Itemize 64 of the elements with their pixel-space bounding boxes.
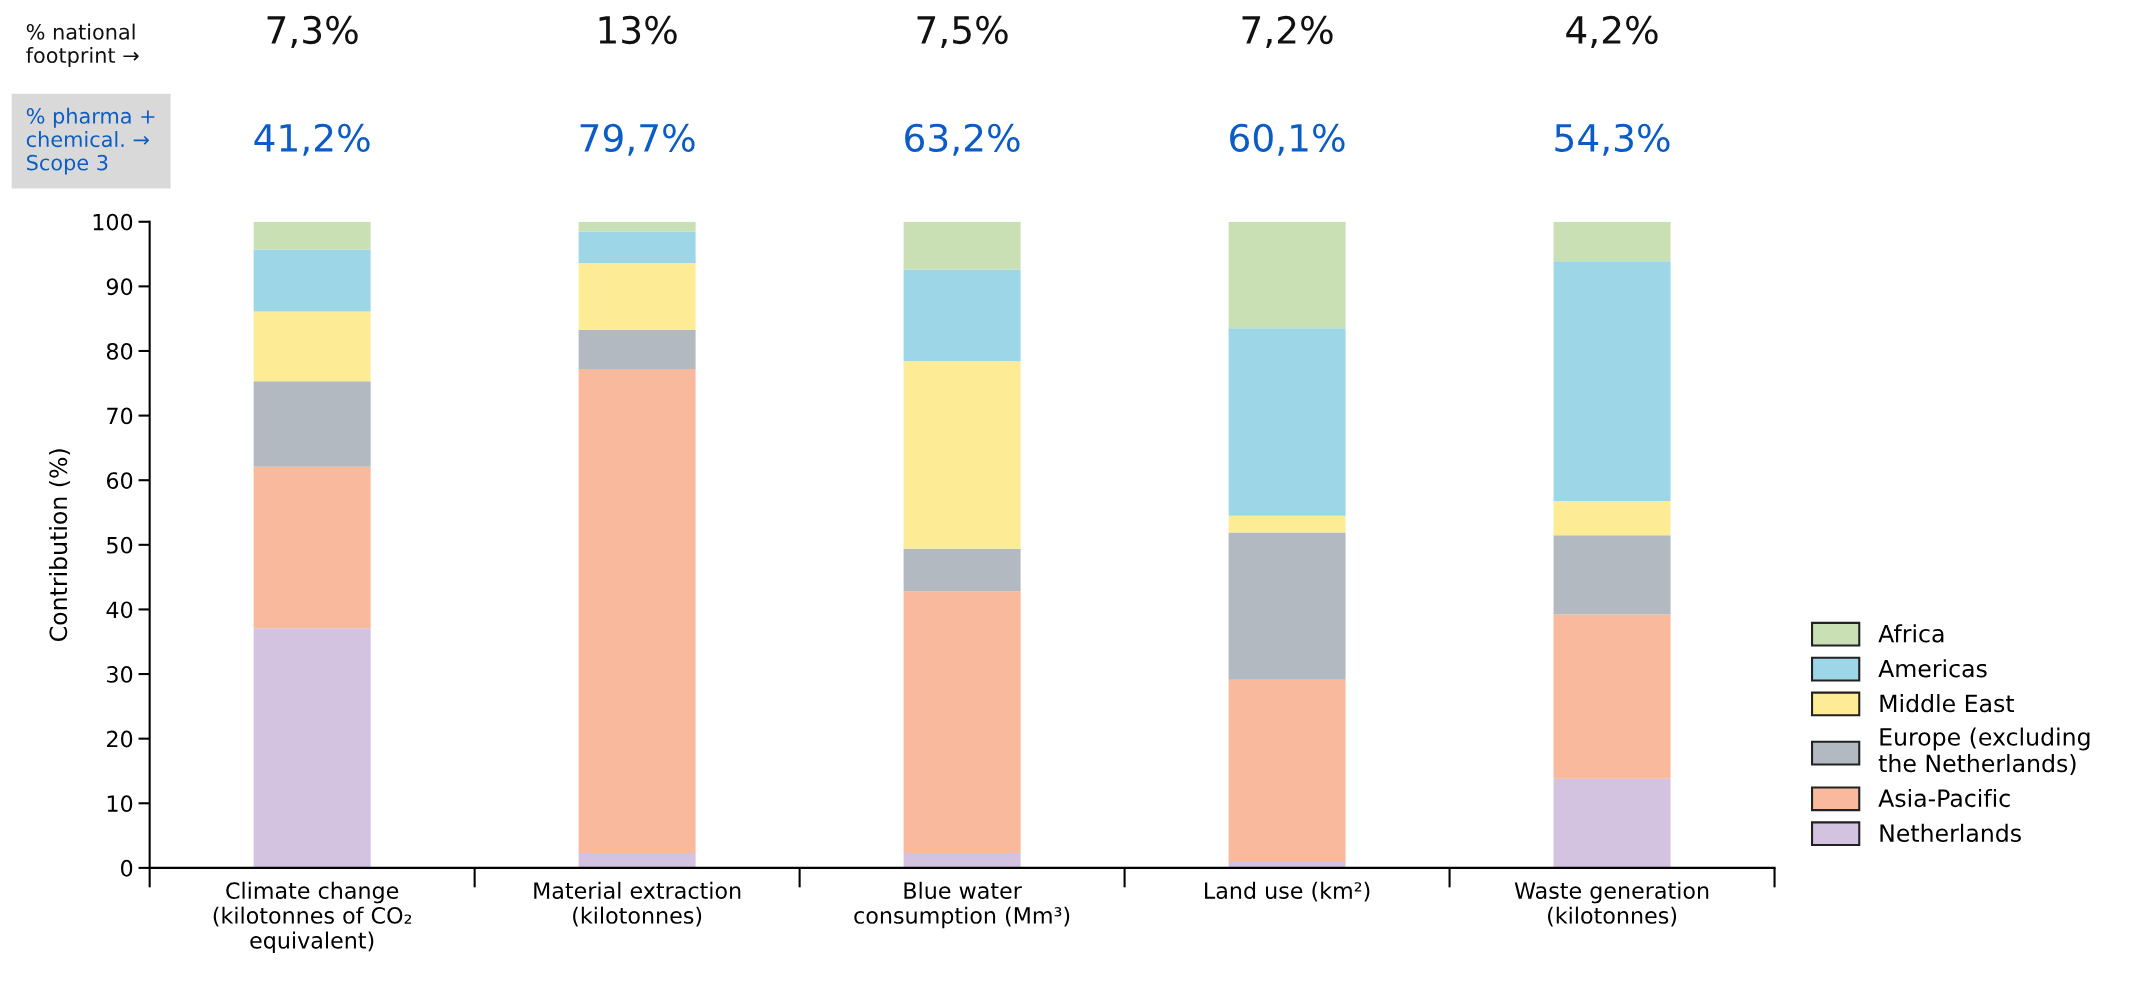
y-tick-label: 30	[107, 666, 133, 683]
y-tick-label: 40	[106, 601, 133, 619]
bar	[1553, 500, 1671, 536]
bar	[1553, 614, 1671, 779]
bar	[1553, 261, 1671, 501]
y-tick-label: 0	[121, 859, 133, 877]
bar	[253, 249, 371, 312]
text: 79,7%	[580, 123, 695, 156]
x-tick-label: Material extraction (kilotonnes)	[534, 881, 741, 927]
bar	[253, 381, 371, 467]
bar	[253, 221, 371, 250]
bar	[903, 548, 1021, 592]
legend-label: Americas	[1878, 659, 1987, 678]
bar	[903, 221, 1021, 270]
y-tick-label: 60	[106, 472, 133, 489]
bar	[578, 263, 696, 330]
bar	[578, 329, 696, 370]
y-tick-label: 90	[106, 278, 133, 296]
x-tick-label: Climate change (kilotonnes of CO₂ equivalent)	[213, 881, 412, 954]
legend-label: Africa	[1878, 624, 1944, 643]
bar	[578, 221, 696, 232]
text: 54,3%	[1555, 123, 1670, 156]
y-tick-label: 50	[107, 536, 133, 554]
y-tick-label: 10	[107, 795, 133, 813]
bar	[578, 369, 696, 854]
bar	[903, 269, 1021, 362]
text: 63,2%	[905, 123, 1020, 156]
y-axis-title: Contribution (%)	[48, 449, 71, 641]
bar	[1228, 221, 1346, 329]
text: % national footprint →	[26, 23, 139, 68]
legend-label: Europe (excluding the Netherlands)	[1878, 727, 2090, 776]
legend-label: Netherlands	[1880, 823, 2021, 843]
text: 4,2%	[1566, 15, 1658, 48]
bar	[1228, 328, 1346, 516]
text: 7,2%	[1242, 15, 1333, 48]
text: 60,1%	[1230, 123, 1345, 156]
bar	[578, 231, 696, 264]
bar	[253, 311, 371, 382]
text: 13%	[599, 15, 677, 45]
text: 7,5%	[917, 15, 1008, 48]
bar	[903, 591, 1021, 854]
y-tick-label: 70	[107, 407, 133, 425]
x-tick-label: Blue water consumption (Mm³)	[854, 881, 1070, 929]
legend-label: Asia-Pacific	[1878, 788, 2010, 808]
bar	[1553, 535, 1671, 615]
x-tick-label: Land use (km²)	[1205, 881, 1370, 902]
bar	[903, 361, 1021, 549]
bar	[1228, 679, 1346, 863]
bar	[903, 853, 1021, 868]
bar	[1228, 515, 1346, 533]
bar	[253, 466, 371, 629]
y-tick-label: 20	[107, 730, 133, 748]
bar	[1228, 532, 1346, 680]
text: 41,2%	[254, 123, 370, 156]
bar	[578, 853, 696, 868]
bar	[1553, 778, 1671, 868]
text: % pharma + chemical. → Scope 3	[26, 107, 155, 175]
y-tick-label: 80	[106, 342, 133, 360]
text: 7,3%	[267, 15, 358, 48]
bar	[253, 628, 371, 868]
legend-label: Middle East	[1880, 694, 2015, 713]
x-tick-label: Waste generation (kilotonnes)	[1514, 881, 1709, 927]
bar	[1553, 221, 1671, 262]
y-tick-label: 100	[93, 213, 133, 231]
